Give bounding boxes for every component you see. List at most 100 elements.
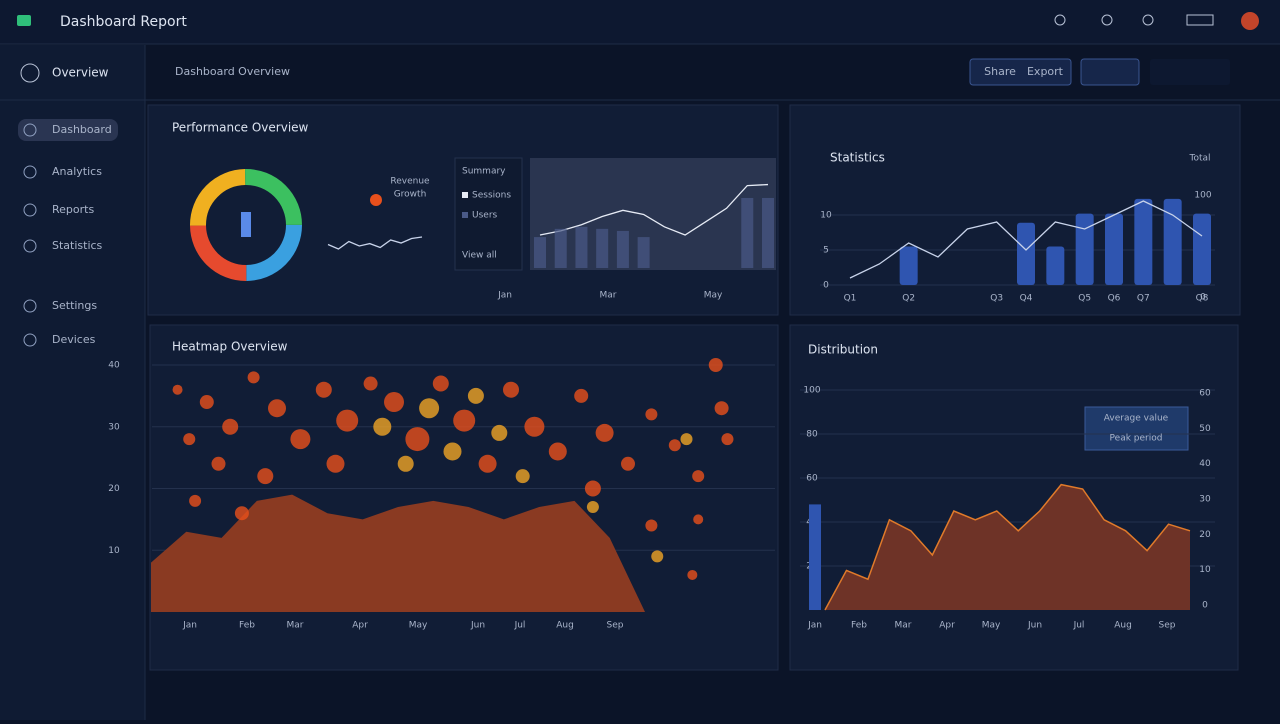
nav-item[interactable]: Settings	[52, 299, 97, 312]
heat-point	[247, 371, 260, 384]
heat-point	[645, 519, 658, 532]
nav-item[interactable]: Dashboard	[52, 123, 112, 136]
nav-item[interactable]: Reports	[52, 203, 94, 216]
heat-point	[172, 384, 183, 395]
heat-point	[708, 358, 723, 372]
x-tick-label: Mar	[287, 621, 304, 631]
icon[interactable]	[1142, 14, 1154, 26]
y-tick-label: 20	[108, 484, 120, 494]
x-tick-label: Sep	[607, 621, 624, 631]
x-tick-label: Aug	[1114, 621, 1132, 631]
x-tick-label: Jan	[807, 621, 822, 631]
y-tick-label: 80	[806, 430, 818, 440]
x-tick-label: May	[982, 621, 1001, 631]
user-name[interactable]: Overview	[52, 66, 109, 80]
icon[interactable]	[1101, 14, 1113, 26]
icon[interactable]	[1054, 14, 1066, 26]
y-tick-label: 100	[803, 386, 820, 396]
heat-point	[336, 409, 359, 432]
x-tick-label: Sep	[1159, 621, 1176, 631]
heat-point	[405, 427, 430, 452]
heat-point	[373, 417, 392, 436]
bar	[534, 237, 546, 268]
heat-point	[189, 494, 202, 507]
plot-background	[530, 158, 776, 270]
annotation-dot	[370, 194, 382, 206]
x-tick-label: Q5	[1078, 294, 1091, 304]
y-tick-label: 10	[820, 211, 832, 221]
donut-center	[241, 212, 251, 237]
bar	[1075, 213, 1094, 285]
y2-tick-label: 20	[1199, 530, 1211, 540]
heat-point	[491, 424, 508, 441]
icon[interactable]	[1186, 14, 1214, 26]
y-tick-label: 40	[108, 361, 120, 371]
y2-tick-label: 10	[1199, 565, 1211, 575]
x-tick-label: Jan	[182, 621, 197, 631]
annotation: Revenue	[390, 177, 430, 187]
bar	[637, 237, 650, 268]
panel-title: Heatmap Overview	[172, 340, 288, 354]
donut-segment	[190, 169, 302, 281]
bar	[741, 197, 754, 268]
nav-item[interactable]: Devices	[52, 333, 96, 346]
x-tick-label: May	[704, 291, 723, 301]
heat-point	[692, 470, 705, 483]
avatar[interactable]	[1241, 12, 1259, 30]
tool-group[interactable]	[1150, 59, 1230, 85]
user-icon	[20, 63, 40, 83]
nav-icon	[23, 299, 37, 313]
heat-point	[584, 480, 601, 497]
bar	[1046, 246, 1065, 285]
x-tick-label: Jul	[1073, 621, 1085, 631]
bar	[1163, 198, 1182, 285]
y-tick-label: 0	[823, 281, 829, 291]
x-tick-label: Q4	[1020, 294, 1033, 304]
bar	[1017, 222, 1035, 285]
x-tick-label: Mar	[600, 291, 617, 301]
nav-item[interactable]: Analytics	[52, 165, 102, 178]
panel-title: Performance Overview	[172, 121, 309, 135]
y2-tick-label: 40	[1199, 459, 1211, 469]
heat-point	[574, 388, 589, 403]
bar	[554, 228, 567, 268]
x-tick-label: Q2	[902, 294, 915, 304]
annotation: Growth	[394, 190, 427, 200]
heat-point	[621, 456, 635, 471]
heat-point	[183, 433, 196, 446]
nav-icon	[23, 165, 37, 179]
heat-point	[668, 439, 681, 452]
heat-point	[419, 398, 440, 419]
heat-point	[432, 375, 449, 392]
nav-item[interactable]: Statistics	[52, 239, 103, 252]
sparkline	[327, 236, 423, 250]
button[interactable]: Export	[1027, 65, 1064, 78]
legend-label: Total	[1188, 154, 1210, 164]
tool-group[interactable]	[1080, 58, 1140, 86]
donut-segment	[190, 169, 302, 281]
bar	[575, 226, 588, 268]
legend-swatch	[462, 212, 468, 218]
heat-point	[211, 456, 226, 471]
line	[539, 183, 769, 236]
panel-title: Distribution	[808, 343, 878, 357]
x-tick-label: Q3	[990, 294, 1003, 304]
app-logo[interactable]	[17, 15, 31, 26]
breadcrumb: Dashboard Overview	[175, 65, 290, 78]
heat-point	[443, 442, 462, 461]
button-group[interactable]	[969, 58, 1072, 86]
box-note[interactable]: View all	[462, 251, 497, 261]
x-tick-label: Jun	[470, 621, 485, 631]
heat-point	[363, 376, 378, 391]
heat-point	[548, 442, 567, 461]
heat-point	[199, 395, 214, 410]
heat-point	[586, 501, 599, 514]
button[interactable]: Share	[984, 65, 1016, 78]
sidebar	[0, 45, 145, 720]
bar	[616, 230, 629, 268]
heat-point	[721, 433, 734, 446]
heat-point	[680, 433, 693, 446]
tooltip-line: Peak period	[1110, 434, 1163, 444]
x-tick-label: Q7	[1137, 294, 1150, 304]
